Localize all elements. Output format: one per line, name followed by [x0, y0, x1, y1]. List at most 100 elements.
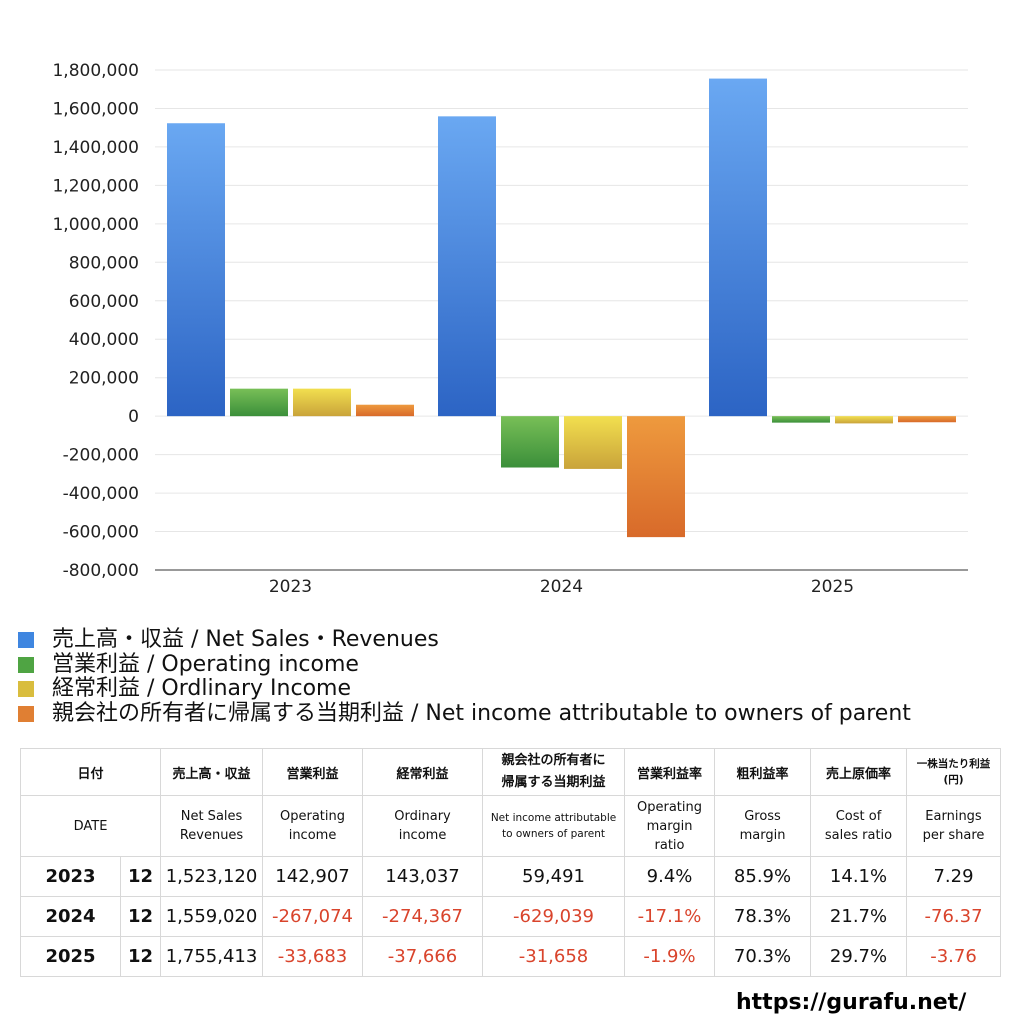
- y-tick-label: -200,000: [63, 446, 139, 466]
- header-op-en-line1: Operating: [280, 809, 346, 824]
- header-eps-jp-line2: (円): [943, 774, 964, 786]
- header-gross-en: Gross margin: [714, 795, 812, 857]
- header-eps-jp: 一株当たり利益 (円): [906, 748, 1002, 796]
- cell-op: -33,683: [262, 936, 364, 977]
- legend-item-net-income: 親会社の所有者に帰属する当期利益 / Net income attributab…: [18, 700, 1018, 727]
- header-ord-jp: 経常利益: [362, 748, 484, 796]
- bar-2025-series-1: [772, 416, 830, 423]
- legend-swatch-operating-income: [18, 656, 34, 673]
- header-eps-en-line2: per share: [922, 828, 985, 843]
- y-tick-label: -600,000: [63, 523, 139, 543]
- y-tick-label: 1,600,000: [52, 99, 139, 119]
- cell-opm: 9.4%: [624, 856, 716, 897]
- cell-ord: -37,666: [362, 936, 484, 977]
- header-net-jp-line1: 親会社の所有者に: [501, 753, 606, 768]
- cell-opm: -17.1%: [624, 896, 716, 937]
- y-tick-label: -800,000: [63, 561, 139, 581]
- cell-year: 2024: [20, 896, 121, 937]
- legend-swatch-net-income: [18, 705, 34, 722]
- financial-table: 日付 売上高・収益 営業利益 経常利益 親会社の所有者に 帰属する当期利益 営業…: [19, 748, 1002, 977]
- cell-month: 12: [119, 936, 162, 977]
- cell-ord: 143,037: [362, 856, 484, 897]
- header-cost-en-line2: sales ratio: [824, 828, 893, 843]
- cell-cost: 21.7%: [810, 896, 908, 937]
- bar-2023-series-0: [167, 123, 225, 417]
- header-opm-jp: 営業利益率: [624, 748, 716, 796]
- legend-label-operating-income: 営業利益 / Operating income: [52, 651, 359, 677]
- cell-sales: 1,755,413: [160, 936, 264, 977]
- cell-net: -629,039: [482, 896, 626, 937]
- header-op-en: Operating income: [262, 795, 364, 857]
- header-cost-en-line1: Cost of: [835, 809, 882, 824]
- cell-opm: -1.9%: [624, 936, 716, 977]
- cell-sales: 1,559,020: [160, 896, 264, 937]
- cell-eps: -3.76: [906, 936, 1002, 977]
- cell-sales: 1,523,120: [160, 856, 264, 897]
- cell-cost: 14.1%: [810, 856, 908, 897]
- cell-eps: -76.37: [906, 896, 1002, 937]
- header-gross-en-line2: margin: [739, 828, 786, 843]
- cell-year: 2025: [20, 936, 121, 977]
- legend-item-ordinary-income: 経常利益 / Ordlinary Income: [18, 677, 1018, 702]
- header-op-en-line2: income: [288, 828, 337, 843]
- y-tick-label: 1,400,000: [52, 138, 139, 158]
- y-tick-label: 600,000: [69, 292, 139, 312]
- site-url[interactable]: https://gurafu.net/: [736, 990, 967, 1015]
- header-sales-jp: 売上高・収益: [160, 748, 264, 796]
- chart-legend: 売上高・収益 / Net Sales・Revenues 営業利益 / Opera…: [18, 628, 1018, 726]
- cell-net: -31,658: [482, 936, 626, 977]
- y-tick-label: 200,000: [69, 369, 139, 389]
- cell-month: 12: [119, 856, 162, 897]
- header-ord-en-line2: income: [398, 828, 447, 843]
- y-tick-label: 400,000: [69, 330, 139, 350]
- header-eps-en: Earnings per share: [906, 795, 1002, 857]
- table-header-en: DATE Net Sales Revenues Operating income…: [19, 795, 1002, 857]
- header-sales-en-line1: Net Sales: [180, 809, 243, 824]
- bar-2025-series-2: [835, 416, 893, 424]
- cell-month: 12: [119, 896, 162, 937]
- cell-gross: 70.3%: [714, 936, 812, 977]
- header-net-en: Net income attributable to owners of par…: [482, 795, 626, 857]
- header-net-en-line1: Net income attributable: [490, 812, 617, 824]
- cell-op: 142,907: [262, 856, 364, 897]
- header-op-jp: 営業利益: [262, 748, 364, 796]
- header-eps-jp-line1: 一株当たり利益: [916, 758, 991, 770]
- y-tick-label: 1,800,000: [52, 61, 139, 81]
- y-tick-label: 1,000,000: [52, 215, 139, 235]
- header-ord-en: Ordinary income: [362, 795, 484, 857]
- y-tick-label: 0: [128, 407, 139, 427]
- bar-2024-series-1: [501, 416, 559, 468]
- header-gross-en-line1: Gross: [744, 809, 781, 824]
- table-row: 2023 12 1,523,120 142,907 143,037 59,491…: [20, 856, 1002, 897]
- bar-2025-series-0: [709, 78, 767, 417]
- header-gross-jp: 粗利益率: [714, 748, 812, 796]
- x-tick-label: 2024: [540, 577, 583, 597]
- x-tick-label: 2023: [269, 577, 312, 597]
- bar-2023-series-1: [230, 388, 288, 417]
- y-tick-label: 1,200,000: [52, 176, 139, 196]
- bar-chart: 1,800,000 1,600,000 1,400,000 1,200,000 1,00…: [52, 61, 968, 597]
- header-net-jp-line2: 帰属する当期利益: [501, 775, 606, 790]
- cell-op: -267,074: [262, 896, 364, 937]
- header-net-en-line2: to owners of parent: [502, 828, 606, 840]
- cell-cost: 29.7%: [810, 936, 908, 977]
- cell-year: 2023: [20, 856, 121, 897]
- table-header-jp: 日付 売上高・収益 営業利益 経常利益 親会社の所有者に 帰属する当期利益 営業…: [19, 748, 1002, 796]
- bar-2023-series-2: [293, 388, 351, 417]
- bar-2024-series-2: [564, 416, 622, 469]
- header-ord-en-line1: Ordinary: [394, 809, 451, 824]
- header-opm-en-line3: ratio: [654, 837, 685, 853]
- cell-gross: 78.3%: [714, 896, 812, 937]
- cell-net: 59,491: [482, 856, 626, 897]
- header-date-jp: 日付: [19, 748, 162, 796]
- header-cost-jp: 売上原価率: [810, 748, 908, 796]
- header-sales-en-line2: Revenues: [179, 828, 244, 843]
- header-opm-en: Operating margin ratio: [624, 795, 716, 857]
- header-date-en: DATE: [19, 795, 162, 857]
- legend-swatch-net-sales: [18, 632, 34, 649]
- bar-2024-series-0: [438, 116, 496, 417]
- legend-label-net-income: 親会社の所有者に帰属する当期利益 / Net income attributab…: [52, 700, 911, 726]
- header-opm-en-line1: Operating: [637, 799, 703, 815]
- y-tick-label: 800,000: [69, 253, 139, 273]
- y-tick-label: -400,000: [63, 484, 139, 504]
